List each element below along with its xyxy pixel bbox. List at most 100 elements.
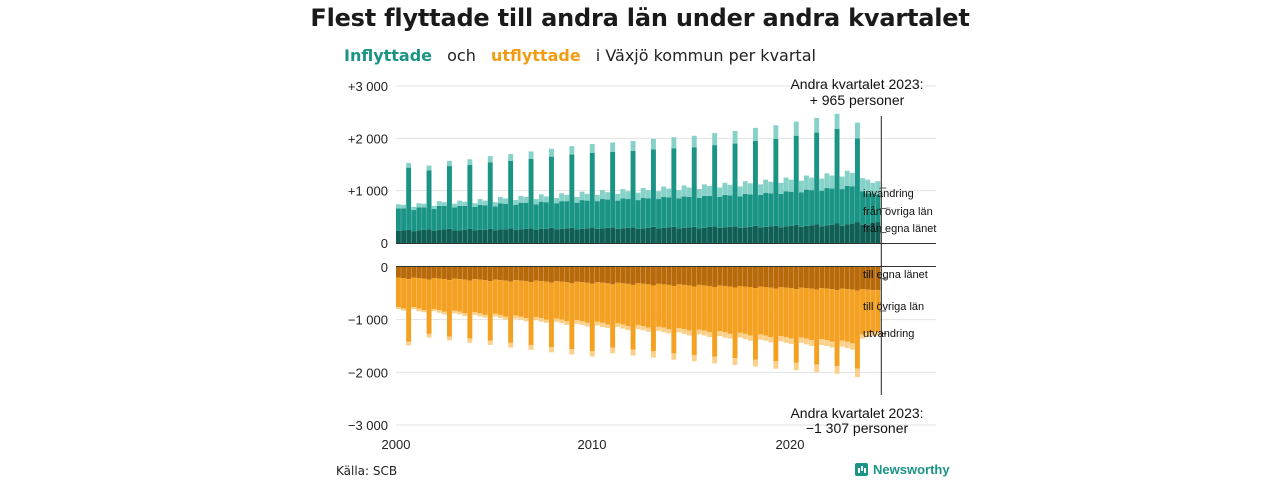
bar-in-immigration <box>589 144 595 153</box>
bar-out-emigration <box>839 340 845 347</box>
bar-out-emigration <box>467 338 473 343</box>
bar-in-local <box>788 225 794 243</box>
bar-in-other <box>620 198 626 229</box>
bar-out-emigration <box>615 323 621 328</box>
bar-out-local <box>768 267 774 288</box>
bar-in-local <box>773 225 779 243</box>
bar-out-emigration <box>554 318 559 322</box>
bar-in-other <box>798 192 804 227</box>
bar-in-local <box>707 226 712 243</box>
bar-in-other <box>477 204 483 230</box>
bar-out-emigration <box>594 321 600 326</box>
series-label-out: utvandring <box>863 328 914 340</box>
bar-in-other <box>457 205 463 231</box>
bar-in-local <box>793 224 799 243</box>
bar-in-immigration <box>732 131 738 144</box>
bar-out-other <box>666 284 672 330</box>
bar-in-other <box>712 145 718 227</box>
subtitle-utflyttade: utflyttade <box>490 46 581 65</box>
bar-in-immigration <box>753 127 758 141</box>
bar-in-immigration <box>742 181 748 194</box>
bar-out-local <box>788 267 794 289</box>
bar-out-emigration <box>401 308 406 311</box>
bar-out-other <box>635 283 641 325</box>
bar-in-local <box>584 228 590 243</box>
annotation-bottom-line1: Andra kvartalet 2023: <box>790 405 923 421</box>
bar-in-immigration <box>396 204 401 209</box>
bar-out-local <box>778 267 784 288</box>
bar-in-immigration <box>640 188 646 198</box>
series-label-in: från egna länet <box>863 223 936 235</box>
bar-in-immigration <box>487 156 493 163</box>
bar-out-emigration <box>482 314 488 318</box>
bar-out-other <box>416 278 422 309</box>
bar-in-immigration <box>498 196 503 204</box>
xtick-label: 2000 <box>382 437 411 452</box>
bar-out-other <box>875 290 881 332</box>
bar-in-local <box>849 223 855 243</box>
bar-out-local <box>594 267 600 283</box>
bar-out-other <box>712 287 718 357</box>
bar-out-local <box>533 267 539 281</box>
bar-in-local <box>538 228 544 243</box>
bar-out-local <box>661 267 667 285</box>
bar-in-other <box>788 191 794 226</box>
bar-out-other <box>549 282 554 348</box>
bar-in-local <box>758 227 763 243</box>
bar-in-immigration <box>793 121 799 136</box>
bar-in-local <box>783 226 789 243</box>
bar-out-other <box>798 287 804 338</box>
bar-in-immigration <box>691 135 697 148</box>
bar-out-local <box>671 267 677 286</box>
bar-in-immigration <box>727 184 733 196</box>
bar-in-immigration <box>452 203 457 208</box>
bar-in-immigration <box>549 148 554 157</box>
bar-in-other <box>630 150 636 228</box>
bar-in-local <box>421 229 427 243</box>
bar-in-other <box>579 200 585 229</box>
bar-out-emigration <box>656 326 661 331</box>
bar-out-emigration <box>875 331 881 336</box>
bar-out-other <box>656 283 661 327</box>
bar-in-other <box>661 196 667 228</box>
newsworthy-logo[interactable]: Newsworthy <box>855 462 950 477</box>
bar-out-local <box>401 267 406 279</box>
bar-out-local <box>865 267 871 290</box>
bar-in-immigration <box>477 199 483 205</box>
bar-out-emigration <box>564 321 570 325</box>
bar-in-other <box>793 135 799 225</box>
bar-out-local <box>605 267 610 284</box>
bar-in-other <box>625 199 631 228</box>
bar-in-local <box>574 229 580 243</box>
bar-out-other <box>732 287 738 359</box>
bar-out-other <box>696 284 702 330</box>
bar-out-emigration <box>737 332 743 338</box>
bar-in-local <box>396 230 401 243</box>
bar-in-immigration <box>554 197 559 204</box>
bar-in-immigration <box>600 190 605 200</box>
bar-in-local <box>492 230 498 243</box>
page-title: Flest flyttade till andra län under andr… <box>310 4 970 32</box>
bar-out-emigration <box>431 309 437 312</box>
bar-out-local <box>712 267 718 288</box>
bar-out-other <box>508 281 514 343</box>
bar-in-other <box>447 166 452 229</box>
bar-in-other <box>727 195 733 227</box>
bar-out-emigration <box>447 336 452 341</box>
bar-in-local <box>523 228 529 243</box>
bar-in-other <box>426 170 432 230</box>
ytick-label: +1 000 <box>348 184 388 199</box>
bar-out-other <box>788 288 794 339</box>
bar-out-other <box>513 280 519 316</box>
bar-out-emigration <box>855 368 860 378</box>
bar-in-local <box>472 230 478 243</box>
bar-in-immigration <box>717 187 723 197</box>
bar-out-local <box>421 267 427 279</box>
bar-in-local <box>518 229 524 243</box>
bar-in-other <box>640 197 646 229</box>
bar-out-local <box>635 267 641 284</box>
bar-out-local <box>747 267 753 288</box>
bar-in-immigration <box>707 185 712 196</box>
bar-in-immigration <box>783 177 789 192</box>
bar-out-other <box>778 287 784 336</box>
